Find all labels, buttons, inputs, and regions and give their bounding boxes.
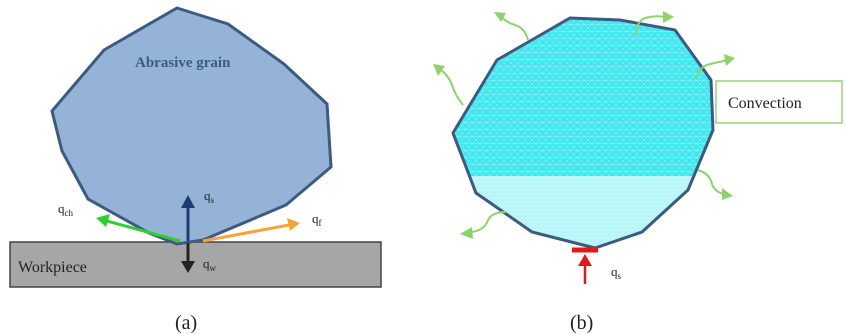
qf-arrow: [202, 218, 300, 243]
workpiece-block: [9, 241, 382, 288]
workpiece-label: Workpiece: [18, 259, 87, 276]
convection-arrows: [433, 11, 735, 239]
convection-arrow-1: [494, 12, 529, 41]
qch-arrow: [96, 214, 181, 243]
caption-b: (b): [570, 312, 593, 334]
grain-label: Abrasive grain: [135, 55, 231, 71]
qs-arrow: [181, 195, 195, 241]
qw-label: qw: [203, 256, 217, 273]
convection-arrow-3: [695, 54, 735, 79]
qs-input-label: qs: [611, 264, 622, 281]
panel-a: Workpiece Abrasive grain qs qw qch: [9, 6, 382, 334]
convection-arrow-2: [635, 11, 674, 36]
convection-callout: [715, 80, 843, 124]
meshed-grain: [451, 16, 715, 250]
panel-b: Convection qs (b): [433, 11, 843, 334]
abrasive-grain: [50, 6, 333, 246]
convection-arrow-5: [697, 169, 733, 200]
qs-label: qs: [204, 188, 215, 205]
caption-a: (a): [175, 312, 197, 334]
qch-label: qch: [58, 201, 73, 218]
convection-label: Convection: [728, 95, 802, 112]
qf-label: qf: [312, 211, 322, 228]
convection-arrow-4: [433, 64, 464, 106]
convection-arrow-6: [460, 211, 507, 239]
qs-input-arrow: [578, 254, 592, 284]
qw-arrow: [181, 243, 195, 273]
